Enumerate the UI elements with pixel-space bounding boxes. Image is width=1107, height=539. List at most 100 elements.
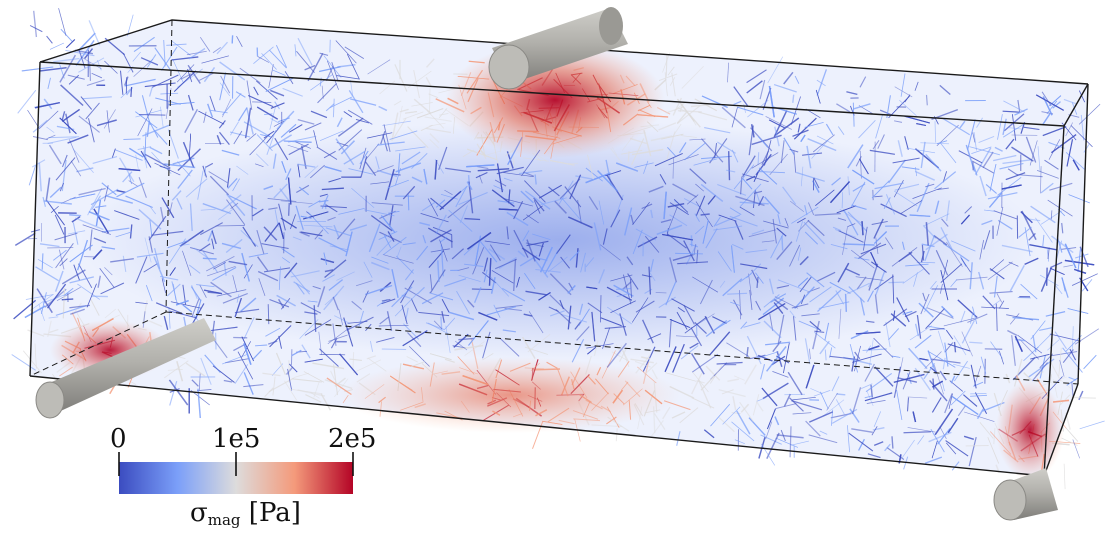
mesh-edge [222,292,248,304]
mesh-edge [383,236,407,256]
mesh-edge [944,393,953,414]
mesh-edge [931,440,938,459]
mesh-edge [211,238,215,250]
mesh-edge [940,263,963,283]
mesh-edge [680,135,697,138]
mesh-edge [467,232,492,250]
mesh-edge [809,411,834,423]
mesh-edge [651,420,664,437]
mesh-edge [715,214,741,227]
mesh-edge [350,79,354,97]
mesh-edge [1051,351,1078,357]
mesh-edge [441,298,450,313]
mesh-edge [1007,168,1019,176]
mesh-edge [91,195,101,211]
mesh-edge [29,25,43,33]
mesh-edge [322,274,335,282]
mesh-edge [796,171,825,182]
mesh-edge [1056,237,1063,253]
mesh-edge [1032,334,1037,353]
mesh-edge [411,102,433,107]
mesh-edge [851,387,862,415]
mesh-edge [957,405,966,417]
mesh-edge [990,259,1005,272]
mesh-edge [241,252,250,282]
mesh-edge [705,365,721,381]
mesh-edge [943,317,975,327]
mesh-edge [506,226,509,240]
mesh-edge [202,250,219,273]
mesh-edge [773,84,797,93]
mesh-edge [908,347,928,370]
mesh-edge [401,294,411,299]
mesh-edge [417,286,425,295]
mesh-edge [166,43,187,46]
mesh-edge [756,401,764,412]
mesh-edge [658,122,677,131]
mesh-edge [47,320,52,338]
mesh-edge [287,144,309,152]
mesh-edge [105,194,133,204]
mesh-edge [643,160,649,174]
mesh-edge [425,127,451,134]
mesh-edge [937,428,951,445]
mesh-edge [871,220,888,225]
mesh-edge [355,118,370,124]
mesh-edge [950,279,958,288]
mesh-edge [929,379,948,402]
mesh-edge [777,314,785,344]
mesh-edge [626,256,634,266]
mesh-edge [236,165,249,175]
mesh-edge [25,294,53,300]
mesh-edge [773,298,789,311]
mesh-edge [757,354,773,362]
mesh-edge [327,216,336,221]
mesh-edge [921,243,935,248]
mesh-edge [1047,199,1073,217]
mesh-edge [381,298,396,305]
mesh-edge [733,100,742,106]
mesh-edge [222,92,242,116]
mesh-edge [712,316,727,324]
mesh-edge [379,80,396,95]
mesh-edge [701,95,728,108]
mesh-edge [395,146,426,152]
mesh-edge [1035,217,1053,243]
mesh-edge [69,244,93,263]
mesh-edge [693,244,696,255]
mesh-edge [327,325,353,345]
mesh-edge [21,66,54,72]
mesh-edge [983,230,991,250]
mesh-edge [466,164,495,168]
mesh-edge [209,95,216,112]
mesh-edge [874,275,894,291]
mesh-edge [848,286,865,303]
mesh-edge [868,345,880,351]
mesh-edge [809,411,834,423]
mesh-edge [600,317,622,327]
mesh-edge [902,371,911,390]
mesh-edge [722,406,741,425]
mesh-edge [82,96,112,100]
mesh-edge [379,231,402,244]
mesh-edge [891,436,894,449]
mesh-edge [230,202,239,210]
mesh-edge [263,185,274,190]
mesh-edge [807,202,815,216]
mesh-edge [137,108,153,137]
mesh-edge [307,211,329,235]
mesh-edge [945,329,954,340]
mesh-edge [941,381,945,392]
mesh-edge [167,239,189,249]
mesh-edge [615,162,639,172]
mesh-edge [68,230,86,235]
mesh-edge [979,422,994,439]
mesh-edge [576,326,590,341]
mesh-edge [270,118,282,126]
mesh-edge [661,133,684,140]
mesh-edge [221,149,240,156]
mesh-edge [344,46,365,59]
mesh-edge [455,186,468,208]
mesh-edge [294,44,297,57]
mesh-edge [678,142,687,154]
